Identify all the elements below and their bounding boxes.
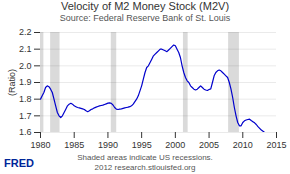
html-text:2012 research.stlouisfed.org: 2012 research.stlouisfed.org [94,163,196,172]
svg-text:1.8: 1.8 [19,94,32,104]
svg-text:1985: 1985 [64,140,84,150]
svg-text:1.6: 1.6 [19,127,32,137]
svg-text:2010: 2010 [233,140,253,150]
svg-text:(Ratio): (Ratio) [7,69,17,96]
svg-text:1980: 1980 [30,140,50,150]
svg-text:1.9: 1.9 [19,77,32,87]
svg-text:2.2: 2.2 [19,27,32,37]
svg-text:1995: 1995 [132,140,152,150]
html-text:FRED: FRED [4,157,34,169]
svg-text:2.0: 2.0 [19,61,32,71]
html-text:Source: Federal Reserve Bank o: Source: Federal Reserve Bank of St. Loui… [59,13,231,23]
svg-text:2.1: 2.1 [19,44,32,54]
svg-text:1.7: 1.7 [19,111,32,121]
svg-text:2015: 2015 [266,140,286,150]
html-text:Shaded areas indicate US reces: Shaded areas indicate US recessions. [77,153,213,162]
svg-text:2000: 2000 [165,140,185,150]
svg-text:1990: 1990 [98,140,118,150]
svg-text:2005: 2005 [199,140,219,150]
html-text:Velocity of M2 Money Stock (M2: Velocity of M2 Money Stock (M2V) [60,0,230,12]
